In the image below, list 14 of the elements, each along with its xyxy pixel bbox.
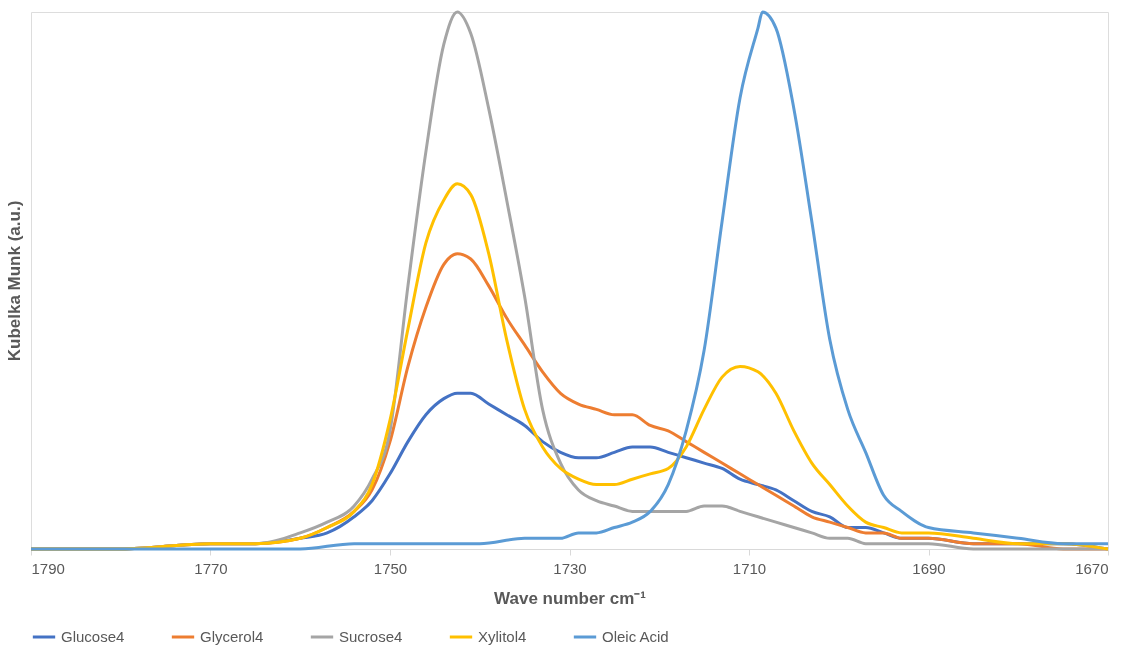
legend-label: Sucrose4 (339, 628, 403, 645)
legend-label: Oleic Acid (602, 628, 669, 645)
y-axis-title: Kubelka Munk (a.u.) (4, 200, 24, 362)
x-axis-title: Wave number cm⁻¹ (494, 588, 647, 608)
x-tick-label: 1690 (912, 559, 946, 577)
x-tick-label: 1730 (553, 559, 587, 577)
legend-label: Glucose4 (61, 628, 125, 645)
x-tick-label: 1790 (31, 559, 65, 577)
x-tick-label: 1710 (732, 559, 767, 577)
x-tick-label: 1750 (373, 559, 408, 577)
legend-label: Glycerol4 (200, 628, 264, 645)
x-tick-label: 1770 (194, 559, 228, 577)
x-tick-label: 1670 (1075, 559, 1109, 577)
legend-label: Xylitol4 (478, 628, 527, 645)
